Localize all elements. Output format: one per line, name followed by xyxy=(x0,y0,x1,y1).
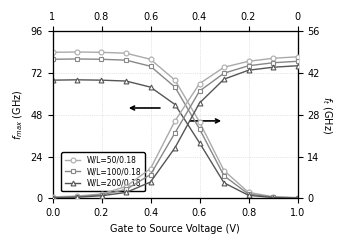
X-axis label: Gate to Source Voltage (V): Gate to Source Voltage (V) xyxy=(110,224,240,234)
Y-axis label: $f_{max}$ (GHz): $f_{max}$ (GHz) xyxy=(11,90,25,140)
Legend: W/L=50/0.18, W/L=100/0.18, W/L=200/0.18: W/L=50/0.18, W/L=100/0.18, W/L=200/0.18 xyxy=(61,152,145,191)
Y-axis label: $f_t$ (GHz): $f_t$ (GHz) xyxy=(320,96,334,134)
